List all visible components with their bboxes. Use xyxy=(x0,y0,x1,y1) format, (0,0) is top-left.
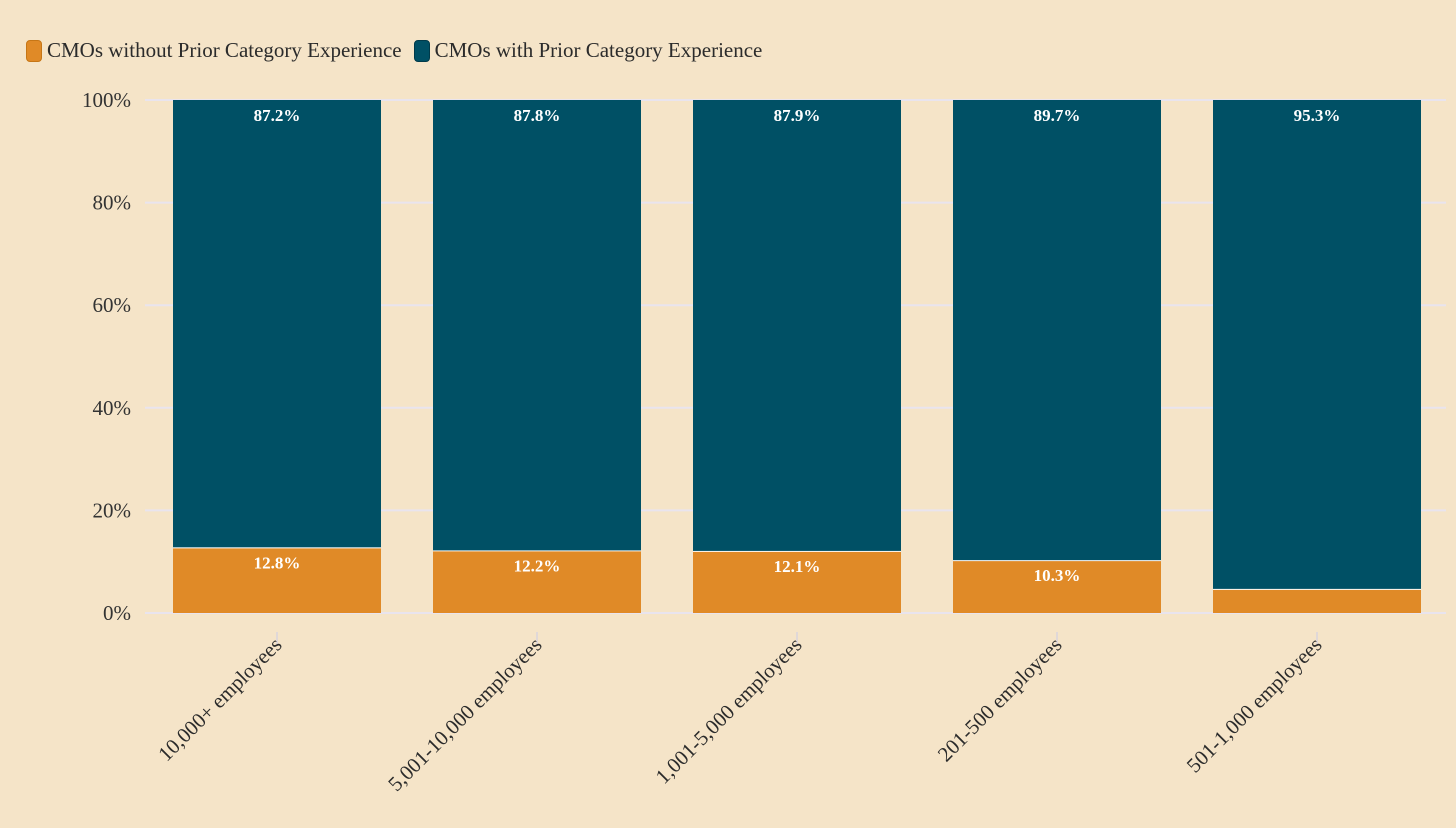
bar-segment-with-experience xyxy=(433,100,641,551)
legend: CMOs without Prior Category Experience C… xyxy=(26,38,774,63)
data-label: 12.8% xyxy=(254,553,301,572)
y-tick-label: 60% xyxy=(93,293,132,317)
data-label: 87.2% xyxy=(254,106,301,125)
bar-segment-with-experience xyxy=(173,100,381,548)
bars: 12.8% 87.2% 12.2% 87.8% 12.1% 87.9% 10.3% 89.7%… xyxy=(173,100,1421,613)
x-category-label: 501-1,000 employees xyxy=(1182,633,1327,778)
x-axis: 10,000+ employees 5,001-10,000 employees 1… xyxy=(153,632,1327,796)
bar-segment-without-experience xyxy=(433,550,641,613)
legend-swatch-with-experience xyxy=(413,39,430,62)
legend-label-without-experience: CMOs without Prior Category Experience xyxy=(47,38,402,62)
legend-swatch-without-experience xyxy=(26,39,42,62)
data-label: 12.2% xyxy=(514,556,561,575)
data-label: 10.3% xyxy=(1034,566,1081,585)
data-label: 12.1% xyxy=(774,557,821,576)
bar-segment-with-experience xyxy=(953,100,1161,561)
bar-segment-without-experience xyxy=(173,547,381,613)
data-label: 89.7% xyxy=(1034,106,1081,125)
x-category-label: 1,001-5,000 employees xyxy=(651,633,807,789)
y-tick-label: 0% xyxy=(103,601,131,625)
data-label: 87.8% xyxy=(514,106,561,125)
y-tick-label: 20% xyxy=(93,498,132,522)
bar-segment-without-experience xyxy=(953,560,1161,613)
data-label: 87.9% xyxy=(774,106,821,125)
y-tick-label: 80% xyxy=(93,191,132,215)
data-label: 95.3% xyxy=(1294,106,1341,125)
bar-segment-with-experience xyxy=(693,100,901,551)
y-tick-label: 40% xyxy=(93,396,132,420)
y-tick-label: 100% xyxy=(82,88,131,112)
x-category-label: 10,000+ employees xyxy=(153,633,286,766)
legend-item-with-experience[interactable]: CMOs with Prior Category Experience xyxy=(413,38,763,63)
legend-label-with-experience: CMOs with Prior Category Experience xyxy=(434,38,763,62)
bar-segment-without-experience xyxy=(693,550,901,613)
y-axis: 0% 20% 40% 60% 80% 100% xyxy=(82,88,131,625)
x-category-label: 201-500 employees xyxy=(933,633,1067,767)
legend-item-without-experience[interactable]: CMOs without Prior Category Experience xyxy=(26,38,402,63)
bar-segment-without-experience xyxy=(1213,588,1421,613)
x-category-label: 5,001-10,000 employees xyxy=(383,633,546,796)
bar-segment-with-experience xyxy=(1213,100,1421,589)
